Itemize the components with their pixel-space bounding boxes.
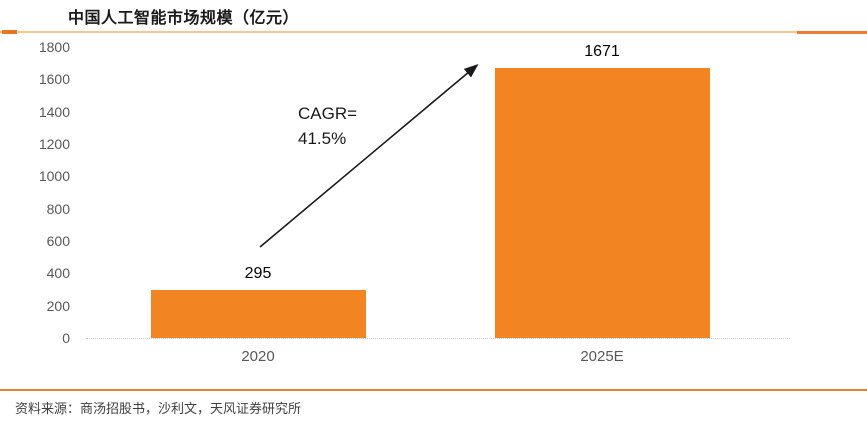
y-axis-tick-1200: 1200: [38, 136, 70, 152]
title-underline-right-accent: [797, 31, 867, 34]
data-label-2020: 295: [244, 265, 272, 283]
y-axis-tick-0: 0: [62, 330, 70, 346]
title-underline: [0, 31, 867, 33]
y-axis-tick-1000: 1000: [38, 168, 70, 185]
chart-title: 中国人工智能市场规模（亿元）: [68, 10, 300, 27]
bar-2020: [150, 290, 366, 338]
cagr-annotation: CAGR= 41.5%: [298, 101, 357, 151]
data-label-2025E: 1671: [584, 42, 620, 60]
y-axis-tick-600: 600: [46, 233, 70, 249]
bar-chart: 0 200 400 600 800 1000 1200 1400 1600 1800 295 202…: [38, 39, 790, 365]
y-axis-tick-1400: 1400: [38, 103, 70, 120]
x-axis-label-2025E: 2025E: [580, 348, 624, 365]
y-axis-tick-400: 400: [46, 265, 70, 282]
bar-2025E: [494, 67, 710, 338]
y-axis-tick-800: 800: [46, 200, 70, 217]
cagr-annotation-line2: 41.5%: [298, 129, 347, 148]
x-axis-label-2020: 2020: [241, 348, 275, 365]
x-axis-baseline: [86, 338, 790, 339]
footer-rule: [0, 389, 867, 391]
title-underline-left-accent: [2, 30, 17, 34]
cagr-annotation-line1: CAGR=: [298, 104, 358, 123]
y-axis-tick-1600: 1600: [38, 71, 70, 88]
source-note: 资料来源：商汤招股书，沙利文，天风证券研究所: [15, 401, 302, 416]
y-axis-tick-1800: 1800: [38, 39, 70, 55]
y-axis-tick-200: 200: [46, 297, 70, 314]
